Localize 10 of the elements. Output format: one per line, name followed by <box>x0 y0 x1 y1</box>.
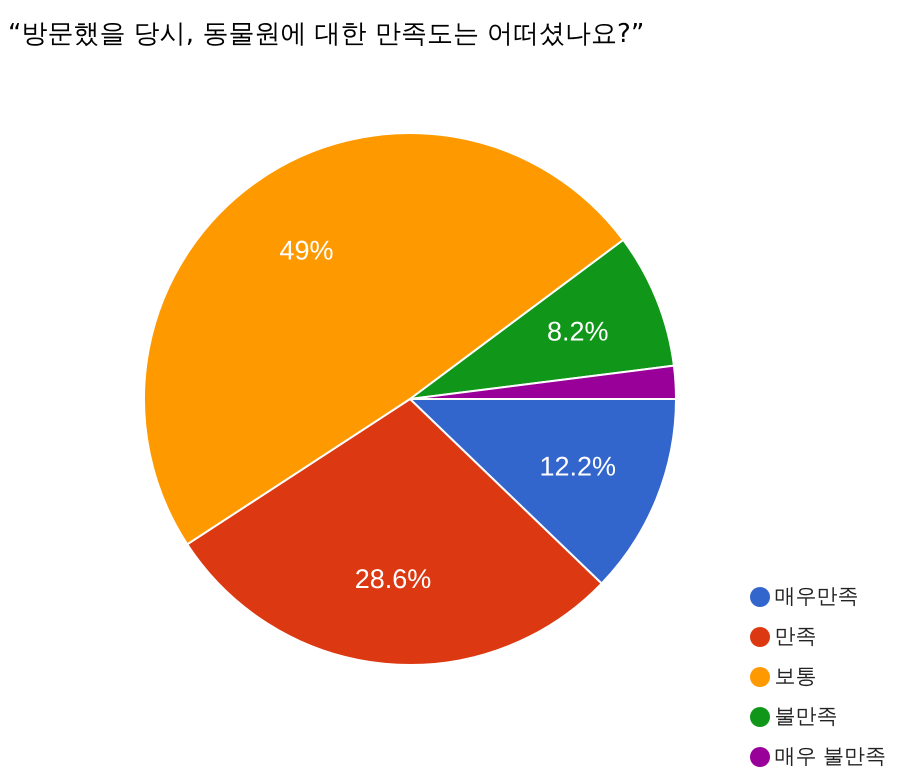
data-label: 8.2% <box>546 316 609 346</box>
data-label: 12.2% <box>539 452 616 482</box>
chart-title: “방문했을 당시, 동물원에 대한 만족도는 어떠셨나요?” <box>8 18 646 51</box>
legend-label: 불만족 <box>774 704 838 728</box>
legend-label: 만족 <box>774 624 816 648</box>
data-label: 49% <box>279 236 334 266</box>
legend-label: 보통 <box>774 664 816 688</box>
legend-label: 매우 불만족 <box>774 744 886 768</box>
legend-label: 매우만족 <box>774 584 858 608</box>
data-label: 28.6% <box>354 564 432 594</box>
